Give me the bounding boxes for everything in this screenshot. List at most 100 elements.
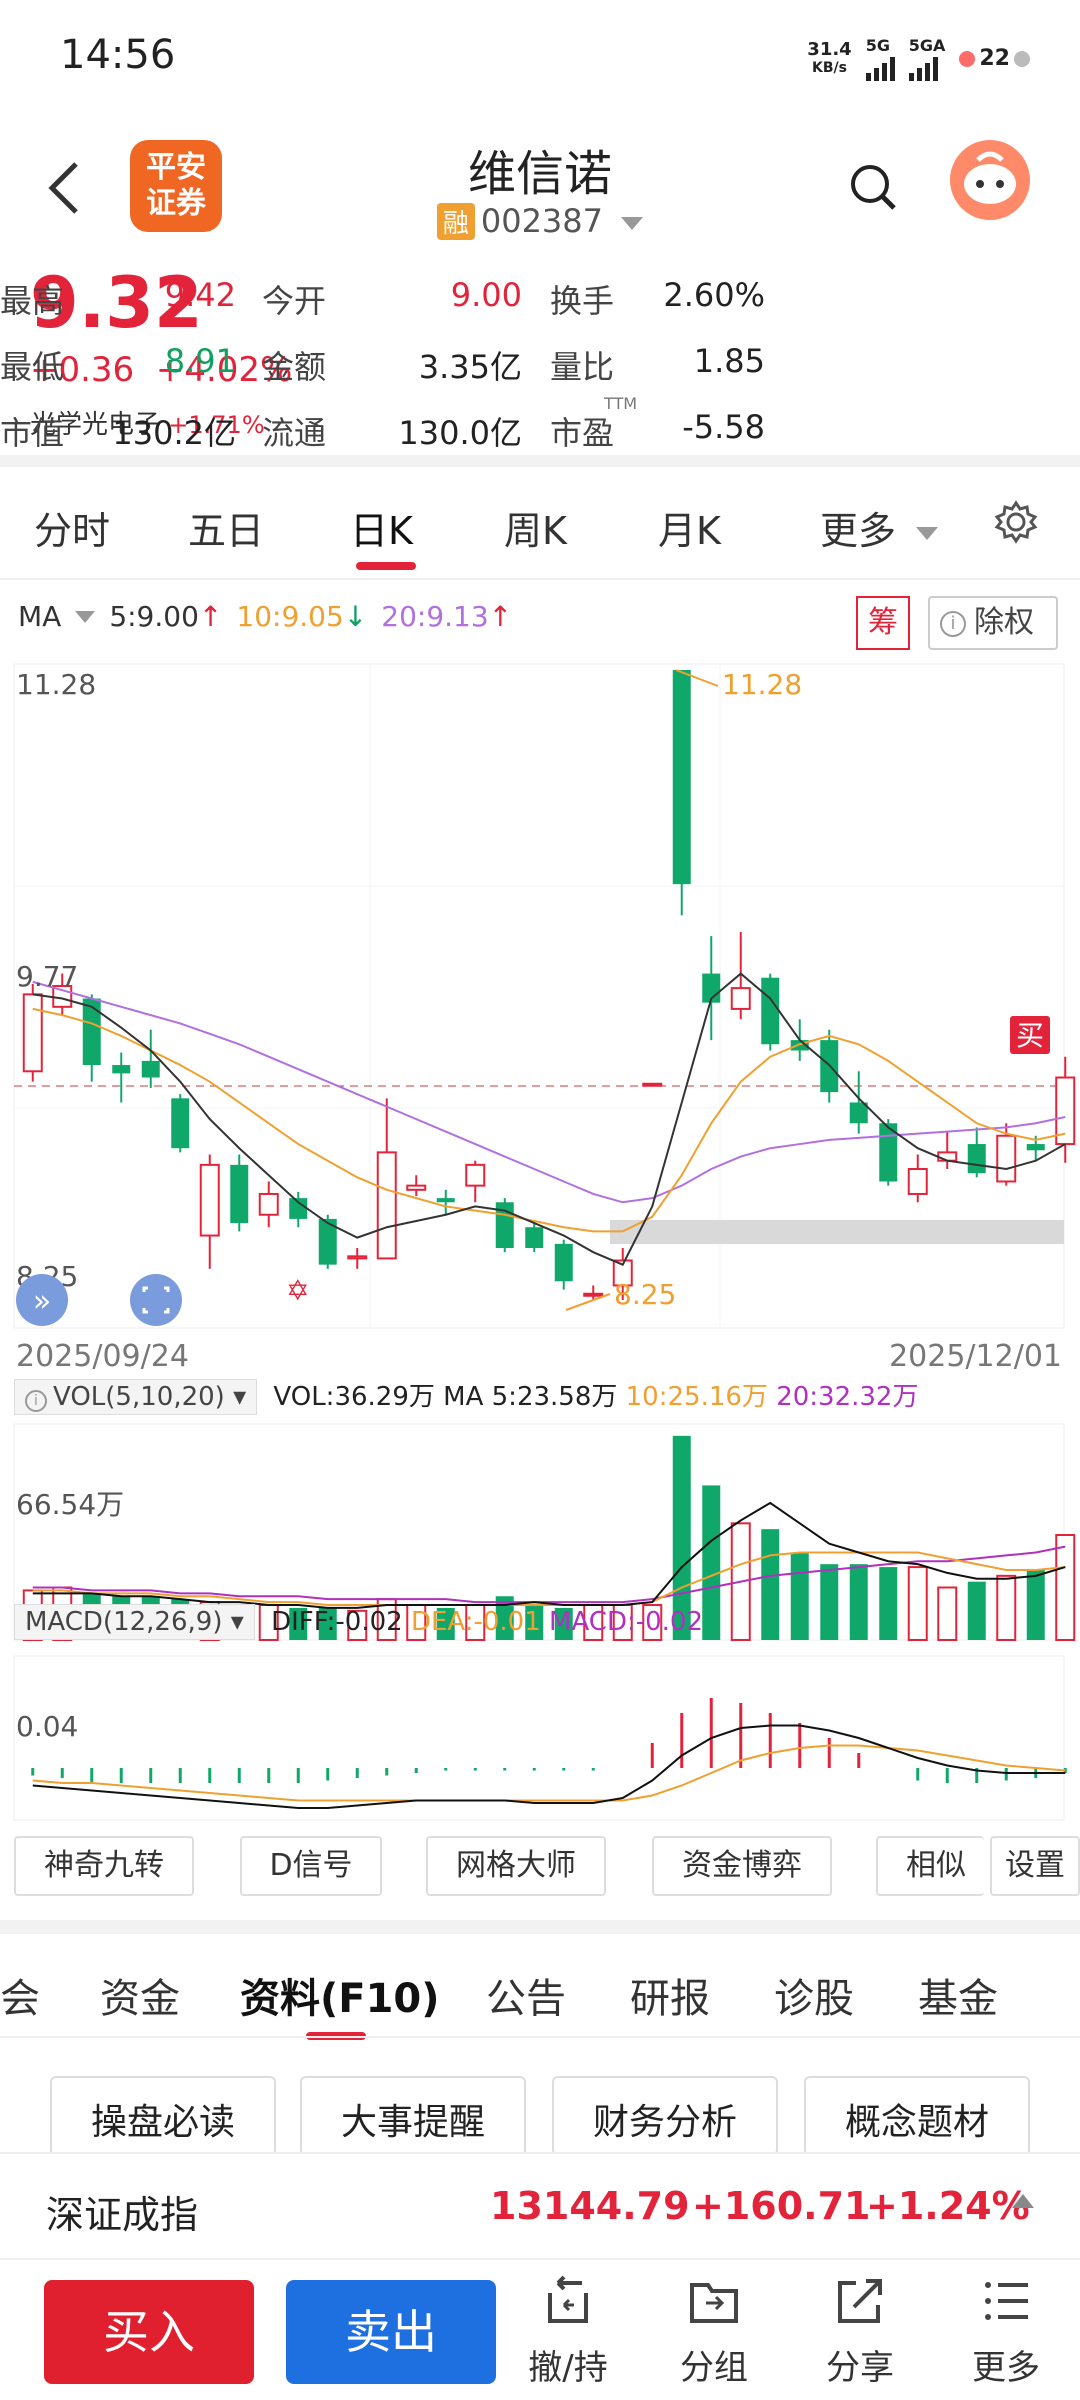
btn-must-read[interactable]: 操盘必读: [50, 2076, 276, 2156]
candle-body: [967, 1144, 986, 1174]
macd-legend[interactable]: MACD(12,26,9) ▾ DIFF:-0.02 DEA:-0.01 MAC…: [14, 1604, 703, 1640]
stock-code-selector[interactable]: 融 002387: [0, 202, 1080, 240]
share-button[interactable]: 分享: [800, 2270, 920, 2389]
open-value: 9.00: [450, 276, 522, 314]
btn-events[interactable]: 大事提醒: [300, 2076, 526, 2156]
max-annotation: 11.28: [722, 668, 802, 701]
tab-weekly-k[interactable]: 周K: [504, 509, 567, 553]
more-button[interactable]: 更多: [946, 2270, 1066, 2389]
chevron-down-icon: [75, 610, 96, 623]
index-value: 13144.79: [490, 2184, 690, 2228]
candle-body: [199, 1163, 220, 1237]
tab-hui[interactable]: 会: [0, 1976, 40, 2022]
start-date-label: 2025/09/24: [16, 1339, 189, 1374]
tab-monthly-k[interactable]: 月K: [658, 509, 721, 553]
tab-announcements[interactable]: 公告: [486, 1976, 566, 2022]
ex-rights-button[interactable]: i 除权: [928, 596, 1058, 650]
search-icon[interactable]: [848, 162, 898, 212]
indicator-tools: 神奇九转 D信号 网格大师 资金博弈 相似K 设置: [0, 1836, 1080, 1900]
tab-fund[interactable]: 基金: [918, 1976, 998, 2022]
quote-row-2: 最低 8.91 金额 3.35亿 量比 1.85: [0, 342, 765, 386]
divider: [0, 455, 1080, 467]
vol-ma20-line: [32, 1545, 1066, 1604]
candle-body: [436, 1198, 455, 1203]
candle-body: [879, 1123, 898, 1182]
candle-body: [554, 1243, 573, 1282]
candle-body: [583, 1292, 604, 1297]
chevron-down-icon: ▾: [230, 1607, 244, 1637]
tab-daily-k[interactable]: 日K: [350, 509, 413, 553]
gear-icon[interactable]: [994, 500, 1038, 555]
assistant-avatar-icon[interactable]: [950, 140, 1030, 220]
buy-button[interactable]: 买入: [44, 2280, 254, 2384]
ma-legend[interactable]: MA 5:9.00↑ 10:9.05↓ 20:9.13↑: [18, 600, 513, 633]
tab-f10[interactable]: 资料(F10): [240, 1976, 440, 2022]
svg-text:»: »: [33, 1284, 51, 1319]
candle-body: [112, 1065, 131, 1074]
back-icon[interactable]: [44, 158, 84, 227]
tool-magic-nine[interactable]: 神奇九转: [14, 1836, 194, 1896]
volume-bar: [495, 1596, 514, 1640]
last-price: 9.32: [30, 262, 203, 344]
status-bar: 14:56 31.4 KB/s 5G 5GA 22: [0, 0, 1080, 120]
ma20-line: [32, 980, 1066, 1204]
macd-lines-layer: [32, 1724, 1066, 1809]
tool-d-signal[interactable]: D信号: [240, 1836, 382, 1896]
candle-body: [465, 1163, 486, 1187]
broker-logo: 平安 证券: [130, 140, 222, 232]
tab-funds[interactable]: 资金: [100, 1976, 180, 2022]
tab-5day[interactable]: 五日: [188, 509, 265, 553]
tab-intraday[interactable]: 分时: [34, 509, 111, 553]
candle-body: [612, 1259, 633, 1287]
chevron-down-icon: [621, 216, 644, 230]
diff-line: [32, 1724, 1066, 1809]
volume-bar: [436, 1607, 455, 1640]
high-value: 9.42: [164, 276, 236, 314]
candle-body: [996, 1134, 1017, 1183]
candle-body: [525, 1227, 544, 1249]
tool-capital-game[interactable]: 资金博弈: [652, 1836, 832, 1896]
macd-indicator-selector[interactable]: MACD(12,26,9) ▾: [14, 1604, 255, 1640]
chevron-up-icon[interactable]: [1012, 2194, 1034, 2208]
arrow-up-icon: ↑: [198, 600, 223, 633]
cancel-hold-icon: [508, 2270, 628, 2332]
fullscreen-icon[interactable]: [130, 1274, 182, 1326]
volume-bar: [761, 1529, 780, 1640]
chip-distribution-button[interactable]: 筹: [856, 596, 910, 650]
candle-body: [230, 1164, 249, 1224]
info-tabs: 会 资金 资料(F10) 公告 研报 诊股 基金: [0, 1944, 1080, 2044]
tool-settings[interactable]: 设置: [990, 1836, 1080, 1896]
volume-bar: [554, 1607, 573, 1640]
volume-ma-layer: [32, 1501, 1066, 1609]
low-value: 8.91: [164, 342, 236, 380]
arrow-down-icon: ↓: [343, 600, 368, 633]
y-mid-label: 9.77: [16, 960, 78, 993]
candles-layer: [22, 670, 1076, 1300]
volume-bar: [642, 1604, 663, 1641]
cancel-hold-button[interactable]: 撤/持: [508, 2270, 628, 2389]
tool-similar-k[interactable]: 相似K: [876, 1836, 984, 1896]
sell-button[interactable]: 卖出: [286, 2280, 496, 2384]
kline-chart[interactable]: 11.28 9.77 8.25 11.28 8.25 买 ✡ » 2025/09…: [0, 650, 1080, 1830]
max-annot-line: [675, 669, 719, 687]
clock: 14:56: [60, 32, 176, 78]
sector-link[interactable]: 光学光电子 +1.71%: [30, 410, 265, 440]
vol-legend[interactable]: i VOL(5,10,20) ▾ VOL:36.29万 MA 5:23.58万 1…: [14, 1376, 918, 1415]
group-button[interactable]: 分组: [654, 2270, 774, 2389]
index-ticker[interactable]: 深证成指 13144.79 +160.71 +1.24%: [0, 2152, 1080, 2256]
candle-body: [171, 1098, 190, 1149]
tab-more[interactable]: 更多: [820, 500, 939, 555]
tab-research[interactable]: 研报: [630, 1976, 710, 2022]
tool-grid-master[interactable]: 网格大师: [426, 1836, 606, 1896]
vol-ma10-line: [32, 1551, 1066, 1606]
macd-frame: [13, 1655, 1065, 1821]
expand-panel-icon[interactable]: »: [16, 1274, 68, 1326]
ma5-line: [32, 972, 1066, 1266]
vol-indicator-selector[interactable]: i VOL(5,10,20) ▾: [14, 1379, 258, 1415]
btn-financials[interactable]: 财务分析: [552, 2076, 778, 2156]
buy-signal-badge[interactable]: 买: [1010, 1016, 1050, 1054]
tab-diagnosis[interactable]: 诊股: [774, 1976, 854, 2022]
btn-concepts[interactable]: 概念题材: [804, 2076, 1030, 2156]
price-change: +0.36 +4.02%: [30, 350, 293, 390]
vol-axis-label: 66.54万: [16, 1488, 124, 1521]
